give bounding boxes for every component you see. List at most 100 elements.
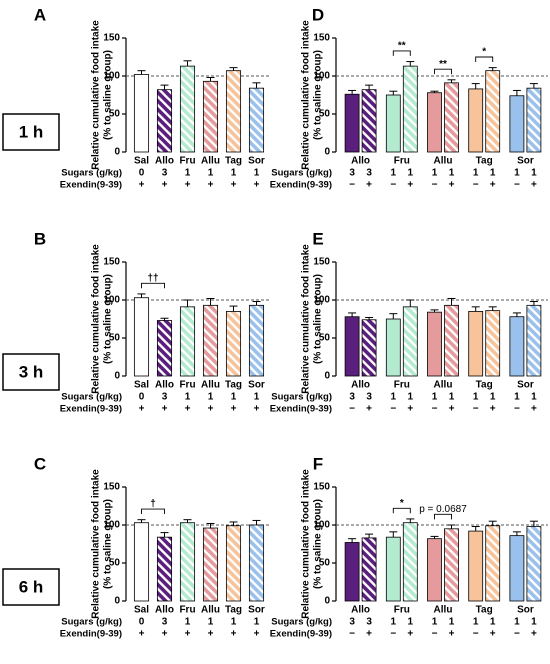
exendin-label: + [366, 629, 372, 640]
significance-label: ** [439, 59, 447, 70]
category-label: Sor [248, 605, 265, 616]
dose-label: 1 [185, 392, 191, 403]
category-label: Allo [351, 380, 370, 391]
exendin-label: + [490, 404, 496, 415]
exendin-label: + [254, 404, 260, 415]
exendin-label: + [162, 404, 168, 415]
y-tick-label: 100 [103, 295, 120, 306]
dose-label: 3 [366, 168, 372, 179]
dose-label: 1 [408, 392, 414, 403]
dose-label: 1 [514, 168, 520, 179]
bar [361, 537, 377, 602]
significance-bracket [434, 513, 452, 520]
dose-label: 1 [208, 617, 214, 628]
y-axis-label: Relative cumulative food intake [91, 469, 102, 619]
bar [526, 87, 542, 153]
y-tick-label: 50 [109, 109, 121, 120]
dose-label: 1 [531, 168, 537, 179]
y-tick-label: 100 [103, 520, 120, 531]
time-box-frame [2, 568, 60, 606]
dose-label: 3 [162, 617, 168, 628]
dose-label: 3 [349, 168, 355, 179]
exendin-label: − [349, 404, 355, 415]
category-label: Sor [517, 605, 534, 616]
y-axis-label: (% to saline group) [103, 274, 114, 364]
dose-label: 1 [408, 168, 414, 179]
category-label: Fru [394, 380, 410, 391]
y-tick-label: 0 [114, 596, 120, 607]
time-box-frame [2, 113, 60, 151]
category-label: Sal [134, 605, 149, 616]
panel-letter: E [312, 229, 323, 248]
bar [444, 82, 459, 153]
exendin-label: − [390, 404, 396, 415]
category-label: Allu [434, 156, 453, 167]
dose-label: 0 [139, 392, 145, 403]
significance-label: * [482, 47, 486, 58]
exendin-label: + [139, 180, 145, 191]
category-label: Allu [201, 380, 220, 391]
exendin-label: + [449, 180, 455, 191]
exendin-label: + [490, 180, 496, 191]
exendin-label: + [490, 629, 496, 640]
dose-label: 1 [432, 168, 438, 179]
exendin-label: + [208, 180, 214, 191]
category-label: Tag [225, 605, 242, 616]
bar [248, 304, 265, 377]
bar [427, 92, 442, 153]
row-label: Sugars (g/kg) [61, 617, 122, 628]
row-label: Sugars (g/kg) [61, 168, 122, 179]
category-label: Allo [351, 605, 370, 616]
y-tick-label: 150 [313, 482, 330, 493]
y-tick-label: 0 [114, 147, 120, 158]
dose-label: 1 [185, 168, 191, 179]
y-axis-label: Relative cumulative food intake [301, 469, 312, 619]
exendin-label: − [432, 629, 438, 640]
category-label: Sal [134, 156, 149, 167]
y-tick-label: 0 [114, 371, 120, 382]
dose-label: 1 [231, 392, 237, 403]
bar [444, 304, 459, 377]
category-label: Sor [517, 380, 534, 391]
bar [225, 310, 242, 377]
y-axis-label: (% to saline group) [313, 499, 324, 589]
bar [444, 528, 459, 602]
row-label: Exendin(9-39) [270, 629, 332, 640]
row-label: Sugars (g/kg) [271, 168, 332, 179]
exendin-label: + [231, 404, 237, 415]
row-label: Exendin(9-39) [270, 180, 332, 191]
y-tick-label: 100 [313, 520, 330, 531]
y-tick-label: 150 [103, 482, 120, 493]
y-axis-label: Relative cumulative food intake [301, 20, 312, 170]
dose-label: 1 [254, 168, 260, 179]
bar [361, 89, 377, 153]
row-label: Sugars (g/kg) [271, 392, 332, 403]
bar [156, 320, 173, 377]
y-tick-label: 50 [319, 558, 331, 569]
exendin-label: + [366, 404, 372, 415]
bar [344, 316, 360, 377]
category-label: Allu [201, 156, 220, 167]
exendin-label: + [449, 404, 455, 415]
y-axis-label: (% to saline group) [103, 50, 114, 140]
y-axis-label: (% to saline group) [313, 274, 324, 364]
dose-label: 3 [366, 617, 372, 628]
exendin-label: − [349, 629, 355, 640]
category-label: Allo [155, 380, 174, 391]
time-label: 6 h [19, 577, 44, 596]
bar [179, 65, 196, 153]
dose-label: 1 [473, 617, 479, 628]
dose-label: 1 [490, 392, 496, 403]
bar [344, 93, 360, 153]
exendin-label: − [473, 404, 479, 415]
category-label: Fru [179, 380, 195, 391]
category-label: Sor [517, 156, 534, 167]
y-tick-label: 50 [109, 333, 121, 344]
bar [133, 297, 150, 377]
category-label: Allu [201, 605, 220, 616]
bar [202, 527, 219, 602]
y-tick-label: 150 [313, 33, 330, 44]
category-label: Sal [134, 380, 149, 391]
exendin-label: − [432, 404, 438, 415]
exendin-label: + [531, 180, 537, 191]
